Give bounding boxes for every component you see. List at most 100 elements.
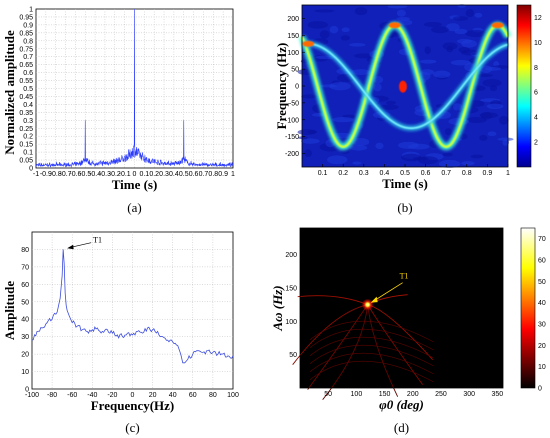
panel-c-y-axis-label: Amplitude [2, 281, 17, 340]
x-tick-label: 0 [131, 392, 135, 399]
y-tick-label: 0.25 [19, 126, 33, 133]
y-tick-label: 0.6 [23, 70, 33, 77]
panel-b-y-ticks: 200 150 100 50 0 -50 -100 -150 -200 [285, 16, 305, 158]
colorbar-tick-label: 2 [534, 140, 538, 147]
panel-b-x-ticks: 0.1 0.2 0.3 0.4 0.5 0.6 0.7 0.8 0.9 1 [318, 164, 510, 177]
colorbar-tick-label: 70 [538, 236, 546, 243]
texture-blob [459, 133, 468, 140]
arc-trace [309, 352, 434, 374]
texture-blob [327, 155, 348, 165]
texture-blob [379, 104, 399, 110]
texture-blob [349, 144, 368, 151]
texture-blob [502, 139, 509, 146]
texture-blob [446, 23, 460, 32]
y-tick-label: 0.4 [23, 102, 33, 109]
x-tick-label: 0.7 [199, 171, 209, 178]
y-tick-label: 100 [285, 319, 297, 326]
texture-blob [442, 152, 453, 157]
x-tick-label: 0.1 [318, 170, 328, 177]
y-tick-label: 200 [285, 252, 297, 259]
y-tick-label: 0.95 [19, 14, 33, 21]
x-tick-label: 250 [435, 391, 447, 398]
texture-blob [476, 73, 493, 77]
y-tick-label: 0 [29, 166, 33, 173]
y-tick-label: 0.1 [23, 150, 33, 157]
x-tick-label: -60 [67, 392, 77, 399]
panel-c-t1-arrowhead [67, 244, 74, 250]
x-tick-label: -0.1 [119, 171, 131, 178]
texture-blob [340, 35, 350, 41]
x-tick-label: -0.3 [99, 171, 111, 178]
x-tick-label: -40 [87, 392, 97, 399]
texture-blob [304, 149, 312, 157]
texture-blob [442, 42, 458, 50]
panel-b-x-axis-label: Time (s) [382, 176, 428, 191]
texture-blob [375, 142, 384, 150]
arc-trace [309, 344, 434, 366]
texture-blob [387, 4, 408, 9]
panel-d-t1-arrowhead [370, 296, 378, 303]
y-tick-label: 0.15 [19, 142, 33, 149]
panel-d-colorbar-ticks: 70 60 50 40 30 20 10 0 [538, 236, 546, 392]
texture-blob [438, 159, 461, 168]
texture-blob [420, 69, 435, 76]
texture-blob [487, 131, 497, 137]
texture-blob [314, 9, 335, 13]
panel-c-t1-annotation: T1 [93, 236, 102, 245]
panel-d-y-ticks: 200 150 100 50 [285, 252, 297, 359]
x-tick-label: 0 [133, 171, 137, 178]
x-tick-label: 20 [149, 392, 157, 399]
panel-d-t1-arrow [372, 282, 403, 303]
arc-trace [367, 304, 424, 385]
y-tick-label: 0.55 [19, 78, 33, 85]
y-tick-label: 50 [289, 352, 297, 359]
texture-blob [341, 149, 350, 154]
texture-blob [485, 66, 502, 71]
y-tick-label: -100 [285, 117, 299, 124]
colorbar-tick-label: 30 [538, 322, 546, 329]
y-tick-label: 50 [291, 67, 299, 74]
y-tick-label: 30 [21, 334, 29, 341]
x-tick-label: 0.6 [421, 170, 431, 177]
arc-trace [309, 360, 434, 382]
panel-d-peak-hotspot [361, 298, 374, 311]
x-tick-label: 0.3 [159, 171, 169, 178]
curve-peak-hotspot [302, 40, 315, 47]
y-tick-label: 150 [287, 33, 299, 40]
x-tick-label: 80 [209, 392, 217, 399]
panel-c-amplitude-line [31, 249, 234, 364]
y-tick-label: 70 [21, 264, 29, 271]
y-tick-label: 0 [25, 387, 29, 394]
arc-trace [297, 295, 368, 306]
texture-blob [307, 21, 328, 29]
x-tick-label: 100 [227, 392, 239, 399]
texture-blob [458, 46, 470, 53]
panel-a-y-ticks: 00.050.10.150.20.250.30.350.40.450.50.55… [19, 7, 33, 173]
x-tick-label: 0.1 [139, 171, 149, 178]
texture-blob [470, 154, 484, 159]
x-tick-label: 0.3 [359, 170, 369, 177]
texture-blob [461, 161, 475, 166]
panel-a-time-plot: -1 -0.9-0.8-0.7-0.6-0.5-0.4-0.3-0.2-0.1 0 0… [2, 7, 235, 216]
texture-blob [352, 161, 362, 165]
y-tick-label: 1 [29, 7, 33, 14]
texture-blob [464, 63, 476, 72]
texture-blob [419, 59, 437, 64]
y-tick-label: -200 [285, 151, 299, 158]
colorbar-tick-label: 40 [538, 300, 546, 307]
texture-blob [297, 129, 316, 135]
x-tick-label: -20 [107, 392, 117, 399]
texture-blob [349, 43, 366, 47]
texture-blob [466, 116, 487, 123]
x-tick-label: -100 [25, 392, 39, 399]
x-tick-label: 0.9 [218, 171, 228, 178]
x-tick-label: -80 [47, 392, 57, 399]
y-tick-label: 0.7 [23, 54, 33, 61]
panel-d-y-axis-label: Aω (Hz) [270, 285, 285, 331]
texture-blob [329, 25, 339, 34]
texture-blob [498, 115, 509, 125]
curve-peak-hotspot [491, 22, 504, 29]
y-tick-label: 40 [21, 317, 29, 324]
texture-blob [319, 84, 338, 88]
colorbar-tick-label: 8 [534, 65, 538, 72]
